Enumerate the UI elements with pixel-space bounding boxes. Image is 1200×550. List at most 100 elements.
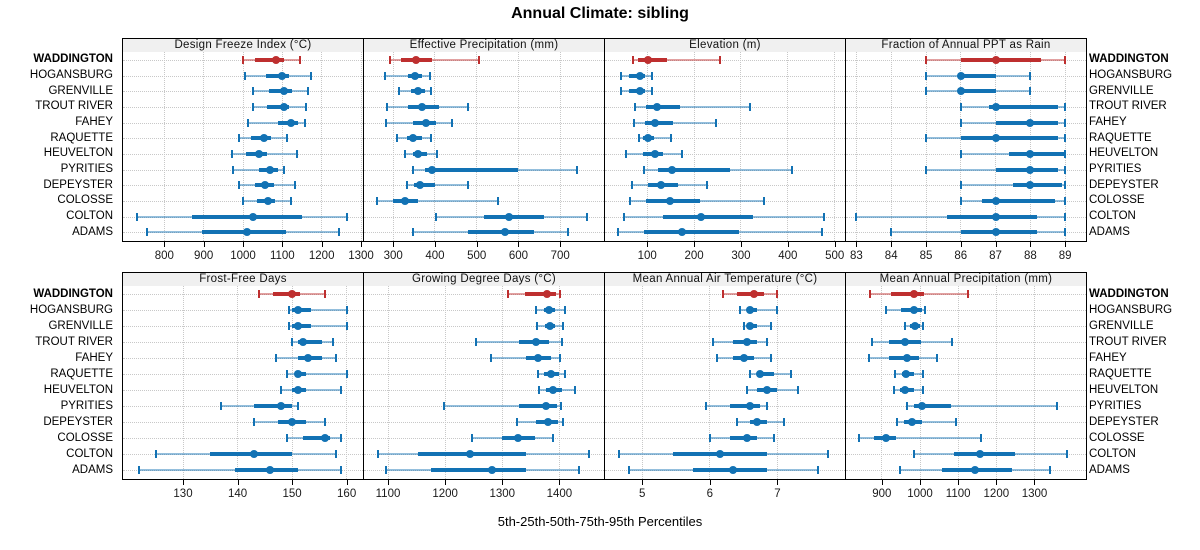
whisker-cap — [715, 118, 718, 127]
whisker-cap — [722, 290, 725, 298]
gridline-horizontal — [846, 294, 1086, 295]
whisker-cap — [922, 322, 925, 330]
whisker-cap — [345, 306, 348, 314]
gridline-horizontal — [846, 438, 1086, 439]
gridline-horizontal — [123, 185, 363, 187]
x-axis-tick — [502, 480, 504, 485]
whisker-cap — [822, 212, 825, 221]
whisker-cap — [769, 354, 772, 362]
x-axis-tick — [926, 242, 927, 247]
gridline-horizontal — [123, 390, 363, 391]
whisker-5th-95th — [632, 58, 720, 61]
whisker-cap — [291, 338, 294, 346]
station-label-raquette: RAQUETTE — [1089, 131, 1152, 144]
whisker-cap — [466, 181, 469, 190]
panel-plot-design-freeze-index-c — [122, 52, 364, 242]
median-dot — [657, 181, 666, 190]
gridline-vertical — [203, 52, 205, 241]
whisker-cap — [1064, 165, 1067, 174]
whisker-cap — [783, 418, 786, 426]
whisker-cap — [538, 386, 541, 394]
x-axis-tick — [243, 242, 244, 247]
whisker-cap — [899, 466, 902, 474]
gridline-vertical — [890, 52, 892, 241]
gridline-horizontal — [123, 422, 363, 423]
whisker-cap — [588, 450, 591, 458]
whisker-cap — [516, 418, 519, 426]
median-dot — [749, 290, 758, 298]
whisker-cap — [471, 434, 473, 442]
station-label-colton: COLTON — [66, 447, 113, 460]
whisker-cap — [1029, 71, 1032, 80]
x-axis-tick-label: 160 — [337, 488, 357, 500]
station-label-grenville: GRENVILLE — [1089, 319, 1154, 332]
median-dot — [542, 290, 551, 298]
whisker-cap — [869, 290, 872, 298]
whisker-cap — [258, 290, 261, 298]
whisker-cap — [231, 149, 234, 158]
whisker-cap — [246, 118, 249, 127]
gridline-horizontal — [846, 185, 1086, 187]
gridline-horizontal — [846, 358, 1086, 359]
station-label-raquette: RAQUETTE — [50, 131, 113, 144]
station-label-trout-river: TROUT RIVER — [1089, 335, 1167, 348]
gridline-horizontal — [605, 122, 845, 124]
station-label-pyrities: PYRITIES — [60, 399, 113, 412]
median-dot — [746, 306, 755, 314]
gridline-horizontal — [364, 153, 604, 155]
gridline-vertical — [787, 52, 789, 241]
whisker-cap — [857, 434, 860, 442]
whisker-cap — [577, 466, 580, 474]
gridline-vertical — [163, 52, 165, 241]
median-dot — [991, 212, 1000, 221]
whisker-cap — [936, 354, 939, 362]
box-25th-75th — [431, 468, 526, 472]
whisker-cap — [896, 418, 899, 426]
whisker-cap — [475, 338, 477, 346]
whisker-cap — [923, 306, 926, 314]
whisker-cap — [496, 196, 499, 205]
whisker-cap — [1064, 134, 1067, 143]
gridline-vertical — [237, 286, 239, 479]
labels-right-row-1: WADDINGTON HOGANSBURG GRENVILLE TROUT RIVER… — [1089, 0, 1200, 476]
station-label-hogansburg: HOGANSBURG — [29, 303, 113, 316]
whisker-cap — [551, 434, 554, 442]
whisker-cap — [903, 322, 906, 330]
x-axis-tick-label: 300 — [383, 250, 403, 262]
median-dot — [1026, 181, 1035, 190]
gridline-horizontal — [605, 406, 845, 407]
median-dot — [277, 71, 286, 80]
gridline-vertical — [919, 286, 921, 479]
gridline-horizontal — [123, 326, 363, 327]
median-dot — [288, 290, 297, 298]
whisker-cap — [633, 118, 636, 127]
gridline-horizontal — [605, 106, 845, 108]
x-axis-tick-label: 500 — [467, 250, 487, 262]
whisker-cap — [220, 402, 223, 410]
station-label-fahey: FAHEY — [75, 351, 113, 364]
median-dot — [746, 402, 755, 410]
median-dot — [304, 354, 313, 362]
box-25th-75th — [960, 89, 996, 94]
median-dot — [293, 386, 302, 394]
whisker-cap — [959, 149, 962, 158]
whisker-5th-95th — [390, 58, 479, 61]
x-axis-tick — [642, 480, 644, 485]
whisker-cap — [535, 322, 538, 330]
median-dot — [548, 386, 557, 394]
whisker-cap — [436, 149, 439, 158]
x-axis-tick-label: 1200 — [308, 250, 335, 262]
panel-growing-degree-days-c: Growing Degree Days (°C) 1100 1200 1300 1400 — [363, 272, 605, 506]
station-label-colton: COLTON — [66, 210, 113, 222]
whisker-cap — [905, 402, 908, 410]
median-dot — [501, 228, 510, 237]
median-dot — [266, 466, 275, 474]
station-label-colosse: COLOSSE — [1089, 431, 1145, 444]
x-axis-tick — [995, 242, 997, 247]
median-dot — [400, 196, 409, 205]
box-25th-75th — [254, 57, 285, 62]
median-dot — [533, 354, 542, 362]
median-dot — [991, 228, 1000, 237]
whisker-cap — [345, 322, 348, 330]
whisker-cap — [585, 212, 588, 221]
